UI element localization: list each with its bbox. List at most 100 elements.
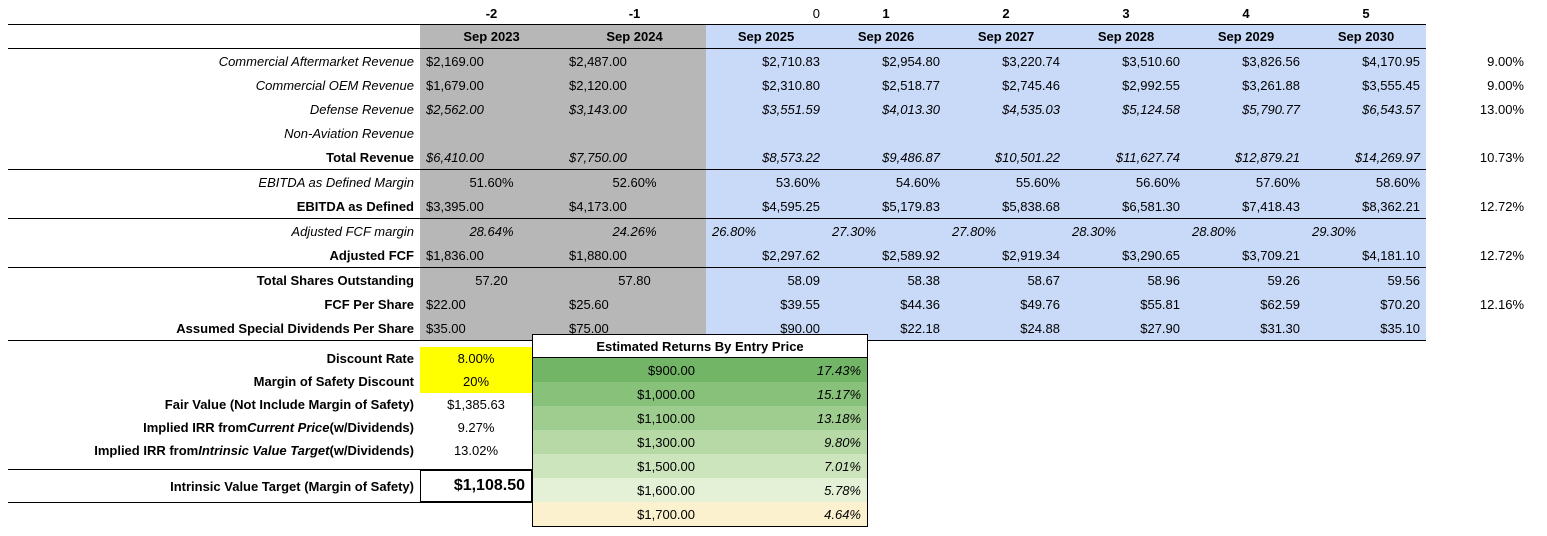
value-cell[interactable]: $2,562.00	[420, 97, 563, 121]
estimated-return-cell[interactable]: 4.64%	[824, 506, 861, 522]
row-label-cell[interactable]: Assumed Special Dividends Per Share	[176, 320, 414, 336]
value-cell[interactable]	[1186, 121, 1306, 145]
growth-rate-cell[interactable]: 9.00%	[1487, 53, 1524, 69]
value-cell[interactable]: $4,595.25	[706, 194, 826, 218]
value-cell[interactable]: $39.55	[706, 292, 826, 316]
value-cell[interactable]: $55.81	[1066, 292, 1186, 316]
value-cell[interactable]: $2,487.00	[563, 49, 706, 73]
value-cell[interactable]: $35.00	[420, 316, 563, 340]
estimated-return-cell[interactable]: 5.78%	[824, 482, 861, 498]
input-value-cell[interactable]: 8.00%	[420, 347, 532, 370]
value-cell[interactable]: $6,581.30	[1066, 194, 1186, 218]
estimated-return-cell[interactable]: 9.80%	[824, 434, 861, 450]
row-label-cell[interactable]: FCF Per Share	[324, 296, 414, 312]
value-cell[interactable]: $1,836.00	[420, 243, 563, 267]
value-cell[interactable]: $3,220.74	[946, 49, 1066, 73]
period-index-cell[interactable]: -2	[485, 6, 498, 21]
value-cell[interactable]: $1,679.00	[420, 73, 563, 97]
estimated-return-cell[interactable]: 17.43%	[816, 362, 861, 378]
value-cell[interactable]: $9,486.87	[826, 145, 946, 169]
column-header-cell[interactable]: Sep 2023	[420, 25, 563, 48]
column-header-cell[interactable]: Sep 2024	[563, 25, 706, 48]
growth-rate-cell[interactable]: 12.72%	[1479, 247, 1524, 263]
entry-price-cell[interactable]: $1,500.00	[637, 458, 695, 474]
growth-rate-cell[interactable]: 9.00%	[1487, 77, 1524, 93]
growth-rate-cell[interactable]: 13.00%	[1479, 101, 1524, 117]
entry-price-cell[interactable]: $1,700.00	[637, 506, 695, 522]
value-cell[interactable]: $4,013.30	[826, 97, 946, 121]
row-label-cell[interactable]: EBITDA as Defined Margin	[258, 174, 414, 190]
value-cell[interactable]	[1306, 121, 1426, 145]
estimated-return-cell[interactable]: 7.01%	[824, 458, 861, 474]
value-cell[interactable]: $2,745.46	[946, 73, 1066, 97]
row-label-cell[interactable]: EBITDA as Defined	[296, 198, 414, 214]
value-cell[interactable]: $2,310.80	[706, 73, 826, 97]
value-cell[interactable]	[420, 121, 563, 145]
value-cell[interactable]: $3,261.88	[1186, 73, 1306, 97]
estimated-return-cell[interactable]: 15.17%	[816, 386, 861, 402]
value-cell[interactable]: $14,269.97	[1306, 145, 1426, 169]
entry-price-cell[interactable]: $1,000.00	[637, 386, 695, 402]
value-cell[interactable]: $12,879.21	[1186, 145, 1306, 169]
value-cell[interactable]: 29.30%	[1306, 219, 1426, 243]
value-cell[interactable]: 28.80%	[1186, 219, 1306, 243]
value-cell[interactable]: 26.80%	[706, 219, 826, 243]
row-label-cell[interactable]: Adjusted FCF margin	[291, 223, 414, 239]
row-label-cell[interactable]: Defense Revenue	[309, 101, 414, 117]
value-cell[interactable]: $3,709.21	[1186, 243, 1306, 267]
value-cell[interactable]: 57.80	[563, 268, 706, 292]
value-cell[interactable]: $5,124.58	[1066, 97, 1186, 121]
value-cell[interactable]: $25.60	[563, 292, 706, 316]
value-cell[interactable]: $35.10	[1306, 316, 1426, 340]
column-header-cell[interactable]: Sep 2025	[706, 25, 826, 48]
value-cell[interactable]: 58.60%	[1306, 170, 1426, 194]
value-cell[interactable]: $6,410.00	[420, 145, 563, 169]
value-cell[interactable]: $31.30	[1186, 316, 1306, 340]
value-cell[interactable]: $3,143.00	[563, 97, 706, 121]
value-cell[interactable]: $2,589.92	[826, 243, 946, 267]
value-cell[interactable]: 57.60%	[1186, 170, 1306, 194]
row-label-cell[interactable]: Non-Aviation Revenue	[284, 125, 414, 141]
value-cell[interactable]: $49.76	[946, 292, 1066, 316]
value-cell[interactable]: $24.88	[946, 316, 1066, 340]
value-cell[interactable]: 52.60%	[563, 170, 706, 194]
value-cell[interactable]: $70.20	[1306, 292, 1426, 316]
period-index-cell[interactable]: -1	[628, 6, 641, 21]
value-cell[interactable]: $3,510.60	[1066, 49, 1186, 73]
value-cell[interactable]: 59.56	[1306, 268, 1426, 292]
column-header-cell[interactable]: Sep 2026	[826, 25, 946, 48]
period-index-cell[interactable]: 0	[812, 6, 820, 21]
period-index-cell[interactable]: 5	[1362, 6, 1370, 21]
assumption-label-cell[interactable]: Implied IRR from Intrinsic Value Target …	[8, 439, 420, 462]
value-cell[interactable]: $3,826.56	[1186, 49, 1306, 73]
value-cell[interactable]	[563, 121, 706, 145]
value-cell[interactable]: $4,181.10	[1306, 243, 1426, 267]
value-cell[interactable]	[826, 121, 946, 145]
value-cell[interactable]: $10,501.22	[946, 145, 1066, 169]
entry-price-cell[interactable]: $1,100.00	[637, 410, 695, 426]
value-cell[interactable]: $22.00	[420, 292, 563, 316]
value-cell[interactable]: 58.09	[706, 268, 826, 292]
assumption-label-cell[interactable]: Discount Rate	[8, 347, 420, 370]
row-label-cell[interactable]: Total Revenue	[326, 149, 414, 165]
value-cell[interactable]: 56.60%	[1066, 170, 1186, 194]
entry-price-cell[interactable]: $1,300.00	[637, 434, 695, 450]
value-cell[interactable]	[1066, 121, 1186, 145]
period-index-cell[interactable]: 2	[1002, 6, 1010, 21]
row-label-cell[interactable]: Commercial Aftermarket Revenue	[218, 53, 414, 69]
growth-rate-cell[interactable]	[1426, 170, 1530, 194]
value-cell[interactable]	[946, 121, 1066, 145]
value-cell[interactable]: 58.67	[946, 268, 1066, 292]
growth-rate-cell[interactable]	[1426, 121, 1530, 145]
intrinsic-value-target-cell[interactable]: $1,108.50	[420, 470, 532, 502]
assumption-value-cell[interactable]: 9.27%	[457, 420, 495, 435]
value-cell[interactable]: $62.59	[1186, 292, 1306, 316]
assumption-label-cell[interactable]: Implied IRR from Current Price (w/Divide…	[8, 416, 420, 439]
column-header-cell[interactable]: Sep 2030	[1306, 25, 1426, 48]
value-cell[interactable]: $2,710.83	[706, 49, 826, 73]
value-cell[interactable]: $3,395.00	[420, 194, 563, 218]
period-index-cell[interactable]: 1	[882, 6, 890, 21]
value-cell[interactable]: $8,573.22	[706, 145, 826, 169]
value-cell[interactable]: $2,120.00	[563, 73, 706, 97]
value-cell[interactable]: 54.60%	[826, 170, 946, 194]
